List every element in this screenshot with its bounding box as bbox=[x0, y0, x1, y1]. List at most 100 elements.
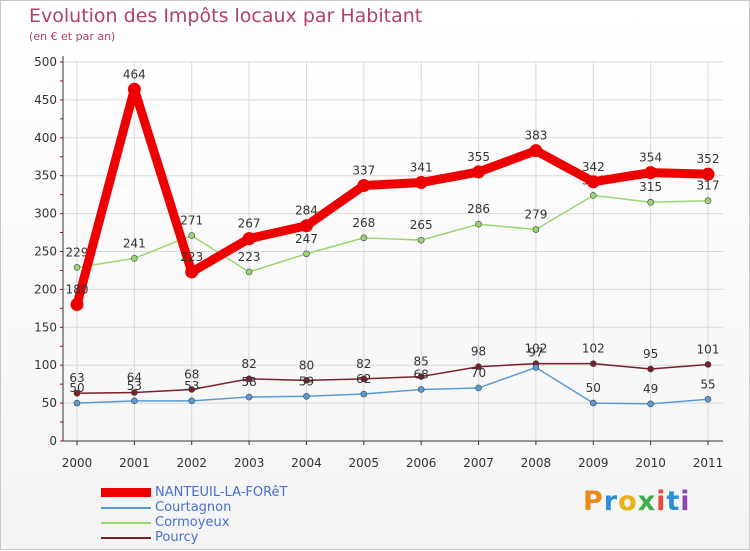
legend-swatch bbox=[101, 522, 151, 524]
data-label-courtagnon: 55 bbox=[700, 377, 715, 391]
data-point-courtagnon bbox=[647, 400, 654, 408]
y-tick-label: 350 bbox=[34, 169, 57, 183]
data-label-nanteuil-la-for-t: 180 bbox=[66, 283, 89, 297]
legend-label: Courtagnon bbox=[155, 500, 232, 515]
logo-letter: i bbox=[656, 486, 667, 517]
y-tick-label: 500 bbox=[34, 55, 57, 69]
data-point-pourcy bbox=[360, 375, 368, 383]
data-point-pourcy bbox=[475, 363, 482, 371]
x-tick-label: 2008 bbox=[521, 456, 552, 470]
data-point-nanteuil-la-for-t bbox=[586, 175, 600, 189]
data-label-courtagnon: 50 bbox=[69, 381, 84, 395]
data-label-courtagnon: 53 bbox=[127, 379, 142, 393]
proxiti-logo: Proxiti bbox=[583, 486, 691, 517]
data-point-nanteuil-la-for-t bbox=[644, 166, 658, 180]
data-label-nanteuil-la-for-t: 284 bbox=[295, 204, 318, 218]
data-point-courtagnon bbox=[417, 386, 425, 393]
data-label-cormoyeux: 317 bbox=[697, 179, 720, 193]
data-point-courtagnon bbox=[360, 390, 368, 398]
data-point-cormoyeux bbox=[704, 197, 712, 205]
y-tick-label: 0 bbox=[49, 434, 57, 448]
data-point-cormoyeux bbox=[360, 234, 368, 242]
data-point-nanteuil-la-for-t bbox=[185, 265, 199, 279]
data-point-nanteuil-la-for-t bbox=[529, 144, 543, 158]
x-tick-label: 2009 bbox=[578, 456, 609, 470]
data-label-pourcy: 102 bbox=[582, 342, 605, 356]
data-label-pourcy: 85 bbox=[414, 355, 429, 369]
data-label-courtagnon: 53 bbox=[184, 379, 199, 393]
x-tick-label: 2007 bbox=[463, 456, 494, 470]
data-label-nanteuil-la-for-t: 267 bbox=[238, 217, 261, 231]
data-point-courtagnon bbox=[131, 397, 138, 405]
data-label-courtagnon: 58 bbox=[241, 375, 256, 389]
legend-label: NANTEUIL-LA-FORêT bbox=[155, 485, 288, 500]
data-label-cormoyeux: 279 bbox=[524, 208, 547, 222]
data-point-courtagnon bbox=[704, 396, 712, 403]
legend-swatch bbox=[101, 488, 151, 497]
data-point-pourcy bbox=[188, 386, 196, 393]
y-tick-label: 450 bbox=[34, 93, 57, 107]
data-label-pourcy: 102 bbox=[524, 342, 547, 356]
series-line-courtagnon bbox=[76, 366, 709, 405]
data-label-cormoyeux: 241 bbox=[123, 236, 146, 250]
data-point-pourcy bbox=[303, 377, 310, 384]
data-point-nanteuil-la-for-t bbox=[472, 165, 486, 179]
y-tick-label: 50 bbox=[42, 396, 57, 410]
data-label-pourcy: 82 bbox=[356, 357, 371, 371]
data-label-nanteuil-la-for-t: 352 bbox=[697, 152, 720, 166]
data-point-cormoyeux bbox=[131, 255, 138, 262]
data-point-pourcy bbox=[704, 361, 712, 368]
y-tick-label: 250 bbox=[34, 245, 57, 259]
data-point-courtagnon bbox=[475, 384, 482, 392]
data-label-cormoyeux: 265 bbox=[410, 218, 433, 232]
data-label-courtagnon: 50 bbox=[586, 381, 601, 395]
data-point-pourcy bbox=[417, 373, 425, 380]
data-point-nanteuil-la-for-t bbox=[127, 82, 141, 96]
data-point-pourcy bbox=[245, 375, 253, 383]
data-label-nanteuil-la-for-t: 355 bbox=[467, 150, 490, 164]
x-tick-label: 2006 bbox=[406, 456, 437, 470]
data-label-pourcy: 98 bbox=[471, 345, 486, 359]
legend-label: Pourcy bbox=[155, 530, 199, 545]
data-point-pourcy bbox=[647, 365, 654, 373]
data-label-courtagnon: 97 bbox=[528, 345, 543, 359]
data-point-cormoyeux bbox=[245, 268, 253, 276]
data-label-nanteuil-la-for-t: 354 bbox=[639, 151, 662, 165]
data-label-nanteuil-la-for-t: 337 bbox=[352, 164, 375, 178]
x-tick-label: 2003 bbox=[234, 456, 265, 470]
data-point-cormoyeux bbox=[73, 264, 81, 271]
chart-title: Evolution des Impôts locaux par Habitant bbox=[29, 5, 423, 27]
logo-letter: i bbox=[680, 486, 691, 517]
data-point-courtagnon bbox=[188, 397, 196, 405]
data-label-pourcy: 80 bbox=[299, 358, 314, 372]
data-label-nanteuil-la-for-t: 342 bbox=[582, 160, 605, 174]
data-point-nanteuil-la-for-t bbox=[357, 179, 371, 193]
data-label-pourcy: 68 bbox=[184, 367, 199, 381]
data-label-courtagnon: 68 bbox=[414, 367, 429, 381]
data-point-cormoyeux bbox=[647, 198, 654, 206]
legend-label: Cormoyeux bbox=[155, 515, 230, 530]
data-label-cormoyeux: 229 bbox=[66, 245, 89, 259]
data-label-cormoyeux: 268 bbox=[352, 216, 375, 230]
data-label-pourcy: 95 bbox=[643, 347, 658, 361]
logo-letter: o bbox=[618, 486, 638, 517]
y-tick-label: 300 bbox=[34, 207, 57, 221]
x-tick-label: 2010 bbox=[635, 456, 666, 470]
data-label-pourcy: 63 bbox=[69, 371, 84, 385]
data-label-nanteuil-la-for-t: 341 bbox=[410, 161, 433, 175]
logo-letter: x bbox=[637, 486, 657, 517]
data-label-pourcy: 82 bbox=[241, 357, 256, 371]
y-tick-label: 400 bbox=[34, 131, 57, 145]
x-tick-label: 2002 bbox=[176, 456, 207, 470]
y-tick-label: 150 bbox=[34, 320, 57, 334]
data-label-cormoyeux: 271 bbox=[180, 214, 203, 228]
logo-letter: t bbox=[666, 486, 681, 517]
chart-subtitle: (en € et par an) bbox=[29, 30, 116, 43]
data-label-courtagnon: 70 bbox=[471, 366, 486, 380]
data-label-courtagnon: 59 bbox=[299, 374, 314, 388]
data-point-courtagnon bbox=[303, 392, 310, 400]
data-point-pourcy bbox=[589, 360, 597, 367]
legend-swatch bbox=[101, 507, 151, 509]
